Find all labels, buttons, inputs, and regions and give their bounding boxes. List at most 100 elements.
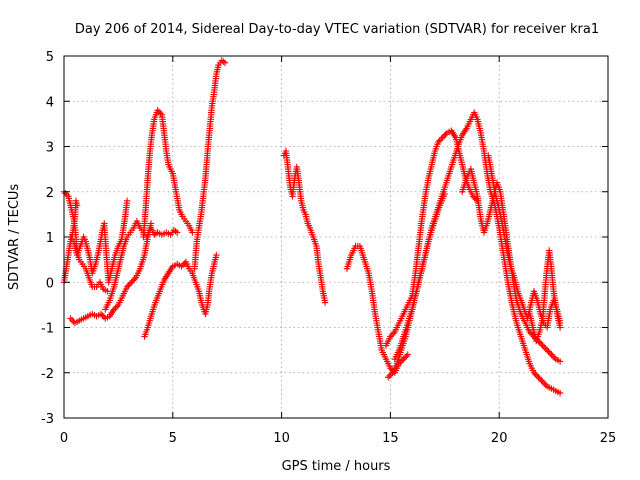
data-point bbox=[112, 304, 119, 312]
series-arc-13 bbox=[385, 109, 564, 397]
series-arc-14 bbox=[391, 190, 448, 363]
series-arc-12 bbox=[382, 127, 481, 349]
series-arc-7 bbox=[147, 224, 181, 238]
data-point bbox=[189, 229, 196, 236]
data-point bbox=[62, 190, 69, 197]
data-point bbox=[125, 282, 132, 289]
data-point bbox=[548, 351, 555, 358]
data-point bbox=[539, 342, 546, 349]
data-point bbox=[387, 371, 395, 378]
data-point bbox=[113, 303, 121, 310]
data-point bbox=[536, 375, 543, 382]
data-point bbox=[536, 339, 543, 346]
data-point bbox=[556, 389, 564, 397]
data-point bbox=[97, 310, 105, 318]
x-tick-label: 5 bbox=[169, 431, 177, 446]
y-tick-label: 4 bbox=[46, 95, 54, 110]
y-tick-label: -2 bbox=[41, 367, 54, 382]
data-points bbox=[60, 57, 564, 397]
series-arc-4 bbox=[67, 197, 131, 286]
data-point bbox=[442, 131, 449, 138]
data-point bbox=[546, 349, 554, 357]
data-point bbox=[68, 316, 76, 324]
data-point bbox=[178, 263, 185, 270]
data-point bbox=[542, 345, 549, 352]
data-point bbox=[549, 353, 557, 360]
data-point bbox=[541, 380, 548, 387]
data-point bbox=[538, 377, 545, 384]
chart-title: Day 206 of 2014, Sidereal Day-to-day VTE… bbox=[75, 22, 599, 37]
data-point bbox=[539, 378, 546, 385]
data-point bbox=[123, 283, 131, 290]
axis-ticks: 0 5 10 15 20 25 -3 -2 -1 0 1 2 3 4 5 bbox=[41, 50, 616, 446]
data-point bbox=[471, 194, 478, 201]
y-tick-label: -3 bbox=[41, 412, 54, 427]
data-point bbox=[110, 306, 118, 313]
data-point bbox=[154, 107, 161, 114]
x-tick-label: 20 bbox=[491, 431, 508, 446]
y-tick-label: 2 bbox=[46, 186, 54, 201]
data-point bbox=[157, 110, 164, 117]
data-point bbox=[551, 354, 558, 361]
series-arc-11 bbox=[343, 242, 411, 376]
data-point bbox=[556, 324, 564, 331]
data-point bbox=[533, 372, 541, 379]
x-tick-label: 0 bbox=[60, 431, 68, 446]
y-axis-label: SDTVAR / TECUs bbox=[7, 184, 22, 291]
data-point bbox=[126, 280, 134, 287]
data-point bbox=[535, 374, 542, 381]
data-point bbox=[129, 277, 137, 284]
data-point bbox=[390, 330, 397, 337]
y-tick-label: 1 bbox=[46, 231, 54, 246]
data-point bbox=[128, 279, 135, 286]
data-point bbox=[532, 371, 539, 378]
data-point bbox=[131, 276, 138, 283]
data-point bbox=[404, 351, 411, 358]
x-tick-label: 15 bbox=[382, 431, 399, 446]
data-point bbox=[179, 261, 187, 269]
series-arc-16 bbox=[485, 152, 564, 331]
data-point bbox=[439, 134, 446, 141]
data-point bbox=[403, 353, 410, 360]
data-point bbox=[220, 58, 227, 65]
data-point bbox=[542, 381, 549, 388]
data-point bbox=[543, 346, 551, 354]
y-tick-label: 5 bbox=[46, 50, 54, 65]
series-arc-10 bbox=[280, 147, 329, 306]
data-point bbox=[538, 340, 545, 348]
x-tick-label: 10 bbox=[273, 431, 290, 446]
data-point bbox=[441, 190, 448, 198]
data-point bbox=[385, 374, 392, 381]
data-point bbox=[67, 315, 74, 322]
data-point bbox=[398, 357, 406, 364]
series-arc-17 bbox=[526, 247, 564, 345]
data-point bbox=[435, 138, 442, 146]
data-point bbox=[530, 369, 538, 376]
data-point bbox=[438, 135, 445, 143]
data-point bbox=[123, 197, 131, 204]
x-axis-label: GPS time / hours bbox=[282, 459, 391, 474]
data-point bbox=[213, 251, 220, 259]
data-point bbox=[401, 354, 409, 361]
data-point bbox=[541, 343, 548, 351]
data-point bbox=[99, 312, 106, 319]
y-tick-label: -1 bbox=[41, 322, 54, 337]
data-point bbox=[155, 108, 163, 115]
y-tick-label: 3 bbox=[46, 141, 54, 156]
y-tick-label: 0 bbox=[46, 276, 54, 291]
x-tick-label: 25 bbox=[600, 431, 617, 446]
data-point bbox=[321, 299, 329, 306]
series-arc-6 bbox=[140, 107, 196, 241]
series-arc-9 bbox=[191, 57, 229, 272]
data-point bbox=[174, 229, 181, 236]
data-point bbox=[386, 372, 393, 379]
data-point bbox=[63, 191, 71, 198]
data-point bbox=[556, 358, 564, 365]
series-arc-8 bbox=[141, 251, 220, 340]
data-point bbox=[221, 59, 229, 66]
data-point bbox=[388, 331, 396, 339]
data-point bbox=[436, 137, 443, 144]
data-point bbox=[527, 330, 535, 337]
data-point bbox=[440, 132, 448, 140]
